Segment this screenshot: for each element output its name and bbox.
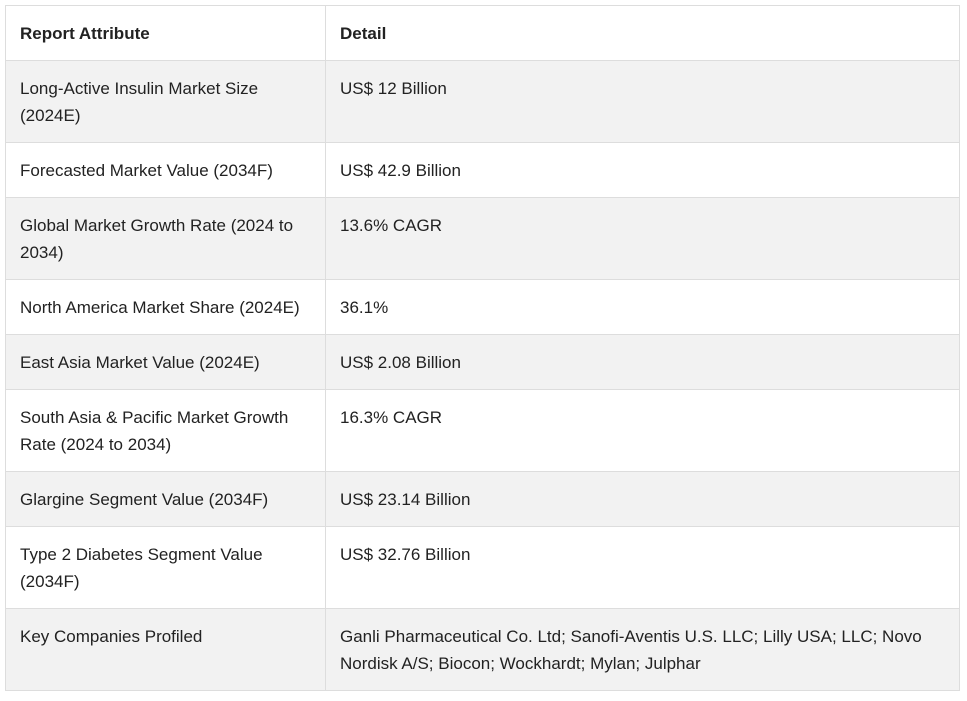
attribute-cell: Type 2 Diabetes Segment Value (2034F) [5,526,326,609]
attribute-cell: Forecasted Market Value (2034F) [5,142,326,198]
detail-cell: US$ 2.08 Billion [325,334,960,390]
detail-cell: US$ 42.9 Billion [325,142,960,198]
detail-cell: Ganli Pharmaceutical Co. Ltd; Sanofi-Ave… [325,608,960,691]
attribute-cell: Long-Active Insulin Market Size (2024E) [5,60,326,143]
detail-cell: 36.1% [325,279,960,335]
detail-cell: US$ 32.76 Billion [325,526,960,609]
table-row: Glargine Segment Value (2034F) US$ 23.14… [5,471,960,527]
table-row: Forecasted Market Value (2034F) US$ 42.9… [5,142,960,198]
table-row: Global Market Growth Rate (2024 to 2034)… [5,197,960,280]
table-row: Key Companies Profiled Ganli Pharmaceuti… [5,608,960,691]
attribute-cell: North America Market Share (2024E) [5,279,326,335]
table-row: South Asia & Pacific Market Growth Rate … [5,389,960,472]
detail-cell: 16.3% CAGR [325,389,960,472]
attribute-cell: Global Market Growth Rate (2024 to 2034) [5,197,326,280]
header-detail: Detail [325,5,960,61]
detail-cell: US$ 23.14 Billion [325,471,960,527]
attribute-cell: Key Companies Profiled [5,608,326,691]
header-report-attribute: Report Attribute [5,5,326,61]
table-header-row: Report Attribute Detail [5,5,960,61]
detail-cell: US$ 12 Billion [325,60,960,143]
report-attribute-table: Report Attribute Detail Long-Active Insu… [5,5,960,691]
table-row: Type 2 Diabetes Segment Value (2034F) US… [5,526,960,609]
attribute-cell: South Asia & Pacific Market Growth Rate … [5,389,326,472]
table-row: Long-Active Insulin Market Size (2024E) … [5,60,960,143]
attribute-cell: Glargine Segment Value (2034F) [5,471,326,527]
detail-cell: 13.6% CAGR [325,197,960,280]
attribute-cell: East Asia Market Value (2024E) [5,334,326,390]
table-row: North America Market Share (2024E) 36.1% [5,279,960,335]
table-row: East Asia Market Value (2024E) US$ 2.08 … [5,334,960,390]
